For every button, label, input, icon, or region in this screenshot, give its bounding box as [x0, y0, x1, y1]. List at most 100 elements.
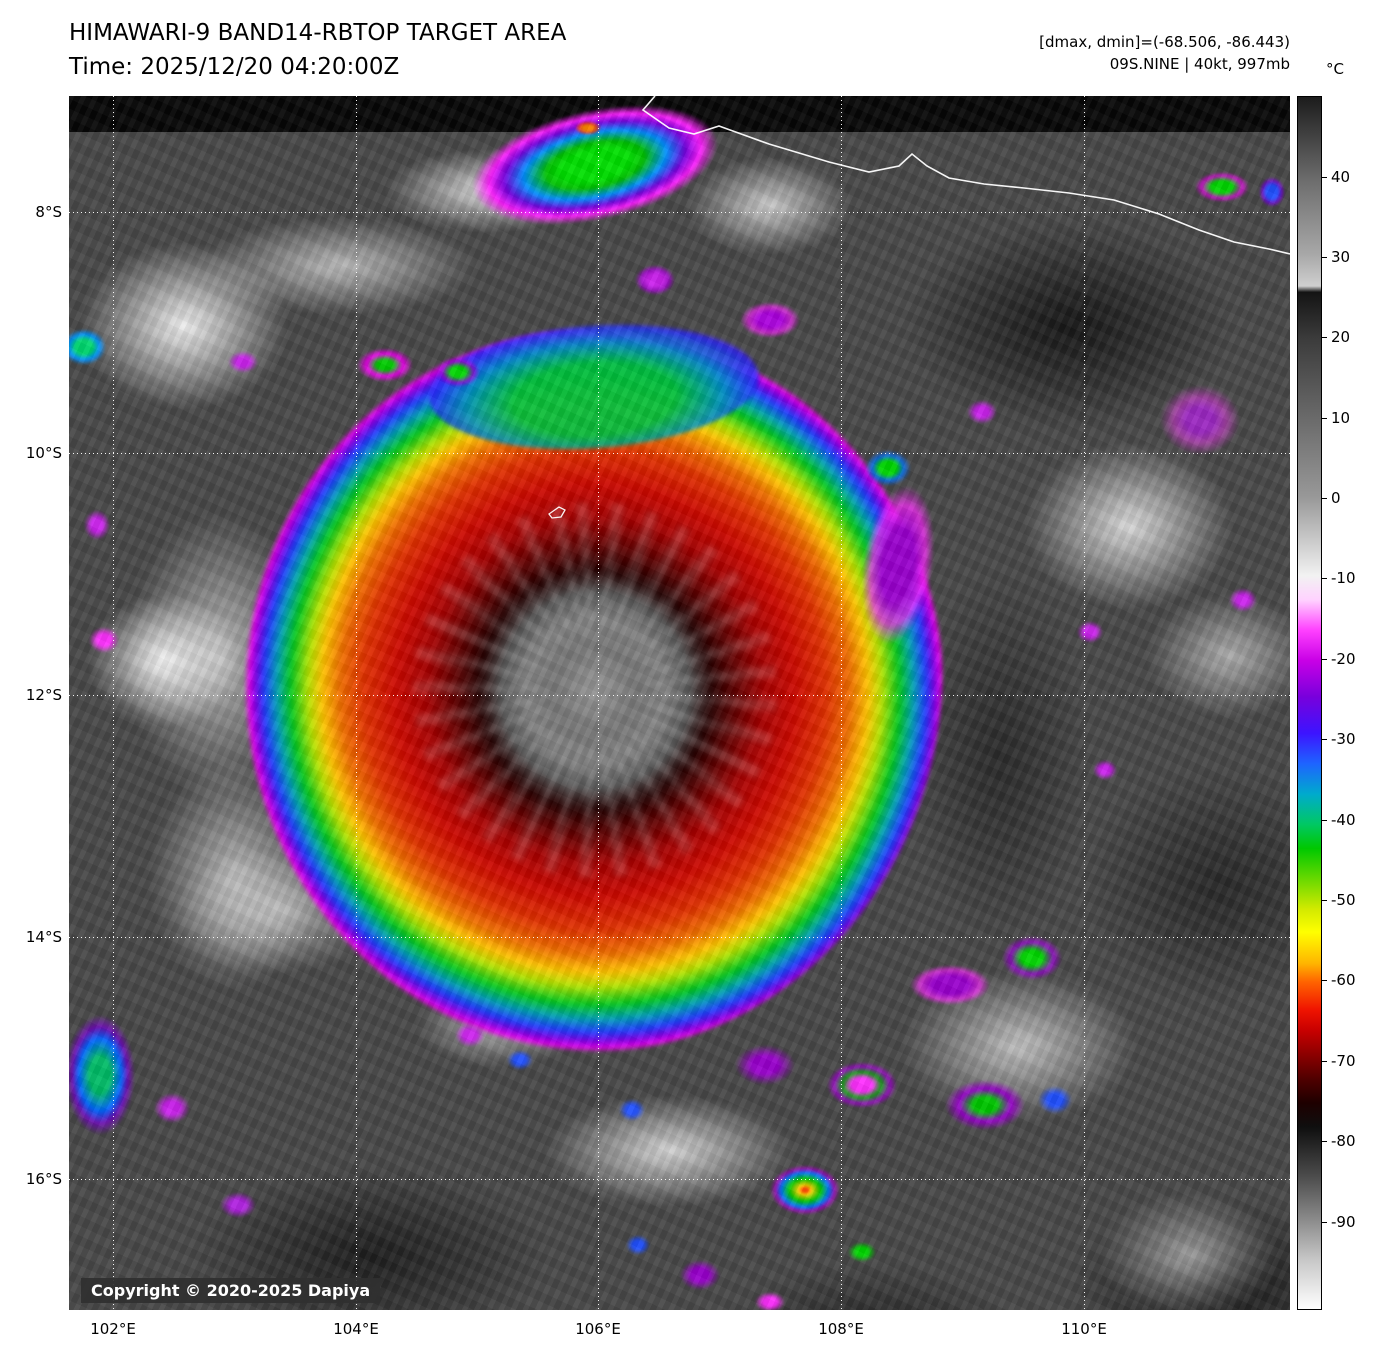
colorbar-tick-label: -60: [1331, 971, 1356, 989]
cold-cloud-blob: [619, 1099, 645, 1121]
lat-axis-label: 12°S: [25, 686, 62, 704]
lon-axis-label: 108°E: [818, 1320, 864, 1338]
grid-line-vertical: [598, 96, 599, 1310]
colorbar-tick-label: -70: [1331, 1052, 1356, 1070]
colorbar-tick-label: -30: [1331, 730, 1356, 748]
grid-line-vertical: [1084, 96, 1085, 1310]
lat-axis-label: 8°S: [35, 203, 62, 221]
cold-cloud-blob: [69, 329, 106, 365]
cold-cloud-blob: [735, 1045, 795, 1085]
colorbar-tick: 20: [1322, 328, 1350, 346]
cold-cloud-blob: [755, 1292, 785, 1310]
cold-cloud-blob: [1229, 588, 1257, 612]
colorbar-tick: 10: [1322, 409, 1350, 427]
storm-info-label: 09S.NINE | 40kt, 997mb: [1109, 55, 1290, 73]
colorbar-tick-label: 0: [1331, 489, 1341, 507]
tick-mark: [1322, 417, 1327, 419]
grid-line-horizontal: [69, 453, 1290, 454]
colorbar-tick-label: 10: [1331, 409, 1351, 427]
grid-line-horizontal: [69, 1179, 1290, 1180]
colorbar-tick: -30: [1322, 730, 1356, 748]
lat-axis-label: 16°S: [25, 1170, 62, 1188]
colorbar-tick-label: -20: [1331, 650, 1356, 668]
copyright-badge: Copyright © 2020-2025 Dapiya: [81, 1278, 381, 1303]
cold-cloud-blob: [69, 1015, 135, 1135]
grid-line-horizontal: [69, 212, 1290, 213]
plot-time-label: Time: 2025/12/20 04:20:00Z: [69, 54, 400, 80]
cold-cloud-blob: [220, 1192, 256, 1218]
tick-mark: [1322, 899, 1327, 901]
cold-cloud-blob: [575, 121, 601, 135]
colorbar-tick-label: -80: [1331, 1132, 1356, 1150]
cold-cloud-blob: [740, 302, 800, 338]
colorbar-tick-label: -10: [1331, 569, 1356, 587]
cold-cloud-blob: [228, 351, 258, 373]
tick-mark: [1322, 256, 1327, 258]
tick-mark: [1322, 819, 1327, 821]
lon-axis-label: 104°E: [333, 1320, 379, 1338]
cold-cloud-blob: [455, 1023, 485, 1047]
tick-mark: [1322, 577, 1327, 579]
cold-cloud-blob: [1160, 385, 1240, 455]
cold-cloud-blob: [84, 510, 110, 540]
colorbar-tick: 30: [1322, 248, 1350, 266]
satellite-map: Copyright © 2020-2025 Dapiya: [69, 96, 1290, 1310]
tick-mark: [1322, 658, 1327, 660]
colorbar-tick-label: 30: [1331, 248, 1351, 266]
colorbar-tick-label: -40: [1331, 811, 1356, 829]
cold-cloud-blob: [507, 1050, 533, 1070]
cold-cloud-blob: [626, 1235, 650, 1255]
colorbar-tick: -50: [1322, 891, 1356, 909]
colorbar-tick: -60: [1322, 971, 1356, 989]
colorbar-tick: -20: [1322, 650, 1356, 668]
colorbar-unit-label: °C: [1326, 60, 1344, 78]
colorbar-tick: 0: [1322, 489, 1341, 507]
cold-cloud-blob: [154, 1093, 190, 1123]
colorbar-tick-label: -50: [1331, 891, 1356, 909]
tick-mark: [1322, 1060, 1327, 1062]
cold-cloud-blob: [680, 1260, 720, 1290]
colorbar-tick: -10: [1322, 569, 1356, 587]
cold-cloud-blob: [1195, 172, 1249, 202]
tick-mark: [1322, 1221, 1327, 1223]
colorbar-tick-label: -90: [1331, 1213, 1356, 1231]
lon-axis-label: 102°E: [90, 1320, 136, 1338]
lat-axis-label: 14°S: [25, 928, 62, 946]
cold-cloud-blob: [1259, 177, 1285, 207]
cold-cloud-blob: [635, 265, 675, 295]
colorbar-tick-label: 40: [1331, 168, 1351, 186]
colorbar-tick: -40: [1322, 811, 1356, 829]
tick-mark: [1322, 336, 1327, 338]
cold-cloud-blob: [1093, 760, 1117, 780]
cold-cloud-blob: [848, 1242, 876, 1262]
cold-cloud-blob: [910, 965, 990, 1005]
grid-line-vertical: [356, 96, 357, 1310]
cold-cloud-blob: [1002, 936, 1062, 980]
cold-cloud-blob: [1077, 621, 1103, 643]
cold-cloud-blob: [770, 1165, 840, 1215]
cold-cloud-blob: [1038, 1086, 1072, 1114]
lat-axis-label: 10°S: [25, 444, 62, 462]
colorbar-tick: -70: [1322, 1052, 1356, 1070]
colorbar-tick: -90: [1322, 1213, 1356, 1231]
cold-cloud-blob: [945, 1080, 1025, 1130]
plot-title: HIMAWARI-9 BAND14-RBTOP TARGET AREA: [69, 20, 567, 46]
cold-cloud-blob: [967, 400, 997, 424]
tick-mark: [1322, 738, 1327, 740]
grid-line-horizontal: [69, 937, 1290, 938]
lon-axis-label: 106°E: [575, 1320, 621, 1338]
cold-cloud-blob: [357, 348, 413, 382]
cold-cloud-blob: [436, 357, 480, 387]
cold-cloud-blob: [865, 450, 911, 486]
tick-mark: [1322, 176, 1327, 178]
colorbar-tick: -80: [1322, 1132, 1356, 1150]
temperature-colorbar: [1297, 96, 1322, 1310]
cold-cloud-blob: [827, 1062, 897, 1108]
dmax-dmin-label: [dmax, dmin]=(-68.506, -86.443): [1039, 33, 1290, 51]
colorbar-tick-label: 20: [1331, 328, 1351, 346]
cold-cloud-blob: [89, 627, 119, 653]
lon-axis-label: 110°E: [1061, 1320, 1107, 1338]
colorbar-tick: 40: [1322, 168, 1350, 186]
tick-mark: [1322, 979, 1327, 981]
grid-line-vertical: [113, 96, 114, 1310]
